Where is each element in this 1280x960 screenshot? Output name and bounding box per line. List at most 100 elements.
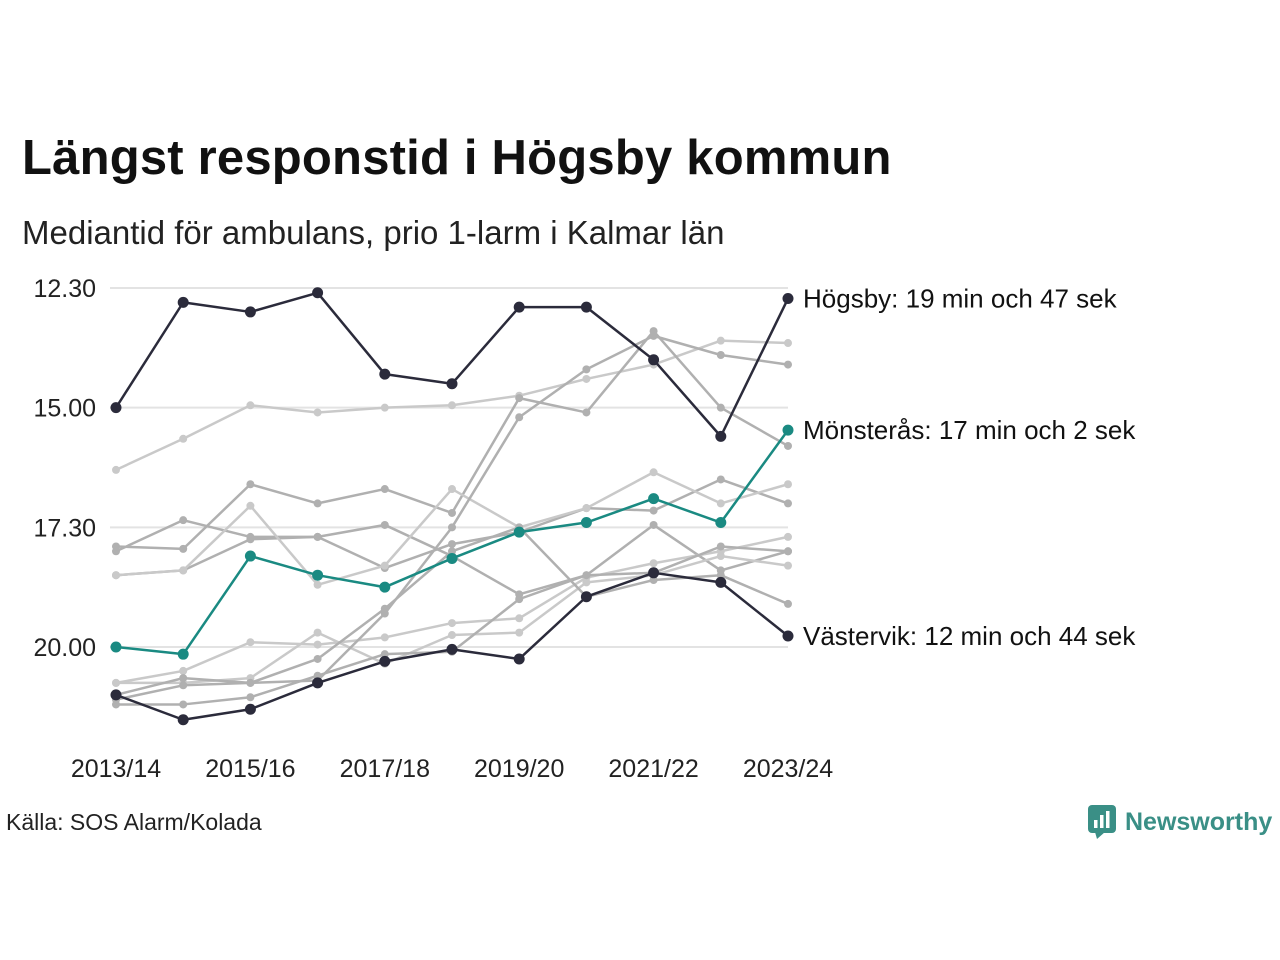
data-point [649, 506, 658, 515]
data-point [313, 408, 322, 417]
data-point [179, 434, 188, 443]
data-point [580, 301, 592, 313]
data-point [313, 499, 322, 508]
chart-subtitle: Mediantid för ambulans, prio 1-larm i Ka… [22, 214, 725, 251]
data-point [515, 614, 524, 623]
data-point [582, 504, 591, 513]
data-point [582, 374, 591, 383]
data-point [110, 689, 122, 701]
data-point [380, 403, 389, 412]
data-point [580, 517, 592, 529]
data-point [177, 648, 189, 660]
x-tick-label: 2023/24 [743, 755, 833, 783]
data-point [313, 580, 322, 589]
data-point [649, 575, 658, 584]
data-point [110, 402, 122, 414]
data-point [716, 403, 725, 412]
data-point [379, 655, 391, 667]
x-tick-label: 2019/20 [474, 755, 564, 783]
data-point [513, 301, 525, 313]
series-other [112, 336, 792, 474]
data-point [782, 630, 794, 642]
data-point [313, 628, 322, 637]
data-point [179, 544, 188, 553]
data-point [246, 638, 255, 647]
data-point [716, 552, 725, 561]
data-point [379, 368, 391, 380]
data-point [782, 424, 794, 436]
data-point [110, 641, 122, 653]
data-point [244, 703, 256, 715]
data-point [380, 609, 389, 618]
data-point [649, 559, 658, 568]
series-other [112, 327, 792, 553]
data-point [649, 331, 658, 340]
data-point [380, 633, 389, 642]
data-point [380, 520, 389, 529]
highlighted-series-layer [110, 287, 794, 726]
data-point [582, 571, 591, 580]
newsworthy-logo[interactable]: Newsworthy [1087, 804, 1272, 840]
data-point [648, 567, 660, 579]
data-point [312, 569, 324, 581]
data-point [784, 599, 792, 608]
y-tick-label: 20.00 [33, 634, 96, 662]
data-point [513, 653, 525, 665]
x-tick-label: 2017/18 [340, 755, 430, 783]
data-point [112, 571, 120, 580]
data-point [715, 430, 727, 442]
y-tick-label: 17.30 [33, 514, 96, 542]
data-point [448, 508, 456, 517]
data-point [515, 413, 524, 422]
data-point [582, 408, 591, 417]
data-point [112, 678, 120, 687]
data-point [582, 365, 591, 374]
series-högsby [110, 287, 794, 442]
data-point [448, 547, 456, 556]
series-end-label: Högsby: 19 min och 47 sek [803, 284, 1118, 314]
data-point [515, 595, 524, 604]
data-point [515, 394, 524, 403]
data-point [179, 700, 188, 709]
series-line [114, 291, 790, 438]
data-point [179, 566, 188, 575]
data-point [784, 547, 792, 556]
data-point [446, 552, 458, 564]
data-point [177, 714, 189, 726]
data-point [716, 336, 725, 345]
data-point [446, 643, 458, 655]
data-point [784, 561, 792, 570]
data-point [179, 681, 188, 690]
data-point [782, 293, 794, 305]
labels-layer: 20.00 17.30 15.00 12.30 2013/14 2015/16 2017/1… [33, 275, 1136, 783]
y-tick-label: 15.00 [33, 395, 96, 423]
data-point [179, 666, 188, 675]
data-point [716, 351, 725, 360]
data-point [784, 339, 792, 348]
data-point [313, 532, 322, 541]
x-tick-label: 2021/22 [608, 755, 698, 783]
series-end-label: Mönsterås: 17 min och 2 sek [803, 415, 1136, 445]
data-point [648, 493, 660, 505]
data-point [112, 547, 120, 556]
data-point [246, 535, 255, 544]
data-point [716, 571, 725, 580]
data-point [313, 654, 322, 663]
bar-chart-icon [1088, 805, 1116, 839]
data-point [448, 485, 456, 494]
data-point [515, 628, 524, 637]
y-tick-label: 12.30 [33, 275, 96, 303]
data-point [379, 581, 391, 593]
data-point [513, 526, 525, 538]
data-point [244, 306, 256, 318]
data-point [246, 693, 255, 702]
data-point [246, 678, 255, 687]
data-point [448, 401, 456, 410]
data-point [446, 378, 458, 390]
x-tick-label: 2013/14 [71, 755, 161, 783]
data-point [448, 523, 456, 532]
series-other [112, 331, 792, 704]
data-point [784, 532, 792, 541]
grid-layer [110, 287, 788, 648]
